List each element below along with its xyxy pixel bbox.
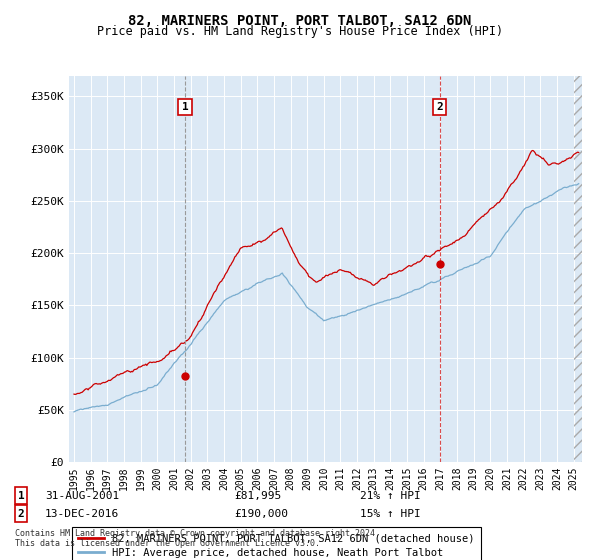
Text: 2: 2 <box>436 102 443 112</box>
Text: 31-AUG-2001: 31-AUG-2001 <box>45 491 119 501</box>
Text: 13-DEC-2016: 13-DEC-2016 <box>45 508 119 519</box>
Text: 21% ↑ HPI: 21% ↑ HPI <box>360 491 421 501</box>
Text: 15% ↑ HPI: 15% ↑ HPI <box>360 508 421 519</box>
Text: 82, MARINERS POINT, PORT TALBOT, SA12 6DN: 82, MARINERS POINT, PORT TALBOT, SA12 6D… <box>128 14 472 28</box>
Text: 1: 1 <box>182 102 188 112</box>
Text: £190,000: £190,000 <box>234 508 288 519</box>
Text: 1: 1 <box>17 491 25 501</box>
Text: Contains HM Land Registry data © Crown copyright and database right 2024.
This d: Contains HM Land Registry data © Crown c… <box>15 529 380 548</box>
Bar <box>574 76 587 462</box>
Legend: 82, MARINERS POINT, PORT TALBOT, SA12 6DN (detached house), HPI: Average price, : 82, MARINERS POINT, PORT TALBOT, SA12 6D… <box>71 527 481 560</box>
Text: Price paid vs. HM Land Registry's House Price Index (HPI): Price paid vs. HM Land Registry's House … <box>97 25 503 38</box>
Text: 2: 2 <box>17 508 25 519</box>
Text: £81,995: £81,995 <box>234 491 281 501</box>
